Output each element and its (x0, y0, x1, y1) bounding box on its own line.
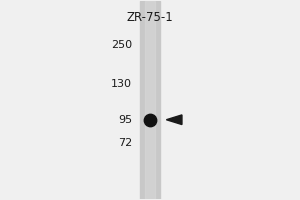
Text: 72: 72 (118, 138, 132, 148)
Text: 130: 130 (111, 79, 132, 89)
Bar (140, 1, 160, 199)
Polygon shape (166, 115, 182, 125)
Text: ZR-75-1: ZR-75-1 (127, 11, 173, 24)
Text: 95: 95 (118, 115, 132, 125)
Text: 250: 250 (111, 40, 132, 50)
Bar (145, 1, 155, 199)
Point (148, 118, 152, 121)
